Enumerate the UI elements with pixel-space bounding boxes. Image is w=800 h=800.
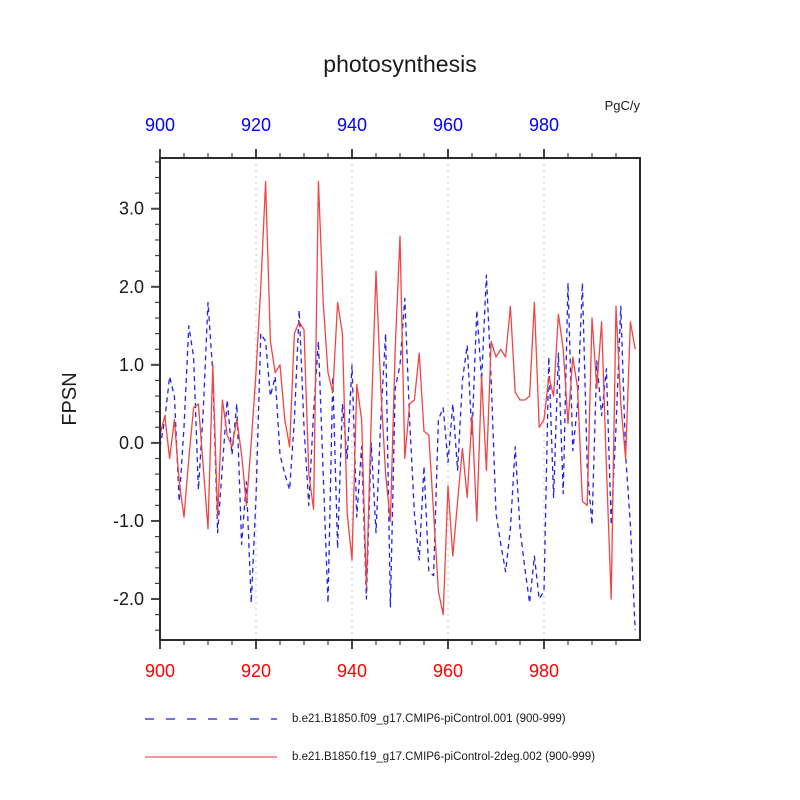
gridlines [255, 158, 545, 640]
x-tick-label-bottom-980: 980 [529, 661, 559, 681]
y-tick-label--2: -2.0 [113, 589, 144, 609]
legend-label-f19: b.e21.B1850.f19_g17.CMIP6-piControl-2deg… [292, 751, 596, 763]
legend-item-f19: b.e21.B1850.f19_g17.CMIP6-piControl-2deg… [143, 750, 595, 764]
x-tick-label-bottom-920: 920 [241, 661, 271, 681]
x-tick-label-bottom-900: 900 [145, 661, 175, 681]
legend-line-dashed-blue [145, 718, 277, 720]
x-tick-label-top-900: 900 [145, 115, 175, 135]
x-tick-label-bottom-940: 940 [337, 661, 367, 681]
x-tick-label-top-980: 980 [529, 115, 559, 135]
x-tick-label-top-960: 960 [433, 115, 463, 135]
chart-title: photosynthesis [323, 51, 476, 77]
x-tick-label-top-920: 920 [241, 115, 271, 135]
y-tick-label-2: 2.0 [119, 277, 144, 297]
series-line-f09-picontrol [159, 274, 636, 631]
legend-item-f09: b.e21.B1850.f09_g17.CMIP6-piControl.001 … [143, 712, 566, 726]
units-label: PgC/y [605, 98, 641, 113]
y-tick-label-3: 3.0 [119, 199, 144, 219]
y-tick-label-1: 1.0 [119, 355, 144, 375]
legend-label-f09: b.e21.B1850.f09_g17.CMIP6-piControl.001 … [292, 713, 566, 725]
series-line-f19-picontrol-2deg [159, 180, 636, 616]
legend-line-solid-red [145, 756, 277, 758]
x-tick-label-top-940: 940 [337, 115, 367, 135]
x-tick-label-bottom-960: 960 [433, 661, 463, 681]
series-lines [159, 180, 636, 631]
y-tick-label--1: -1.0 [113, 511, 144, 531]
y-tick-label-0: 0.0 [119, 433, 144, 453]
plot-border [159, 157, 641, 641]
axis-tick-labels: 900 900 920 920 940 940 960 960 980 980 3.0 2.0 1.0 0… [113, 115, 559, 681]
y-axis-title: FPSN [59, 372, 81, 425]
